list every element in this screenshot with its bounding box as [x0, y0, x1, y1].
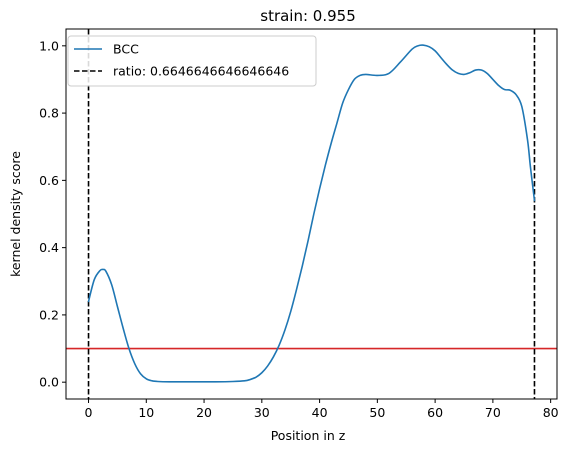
- y-tick-label: 1.0: [39, 38, 59, 53]
- x-tick-label: 0: [85, 405, 93, 420]
- x-axis-label: Position in z: [271, 428, 346, 443]
- x-tick-label: 10: [138, 405, 154, 420]
- legend-label-ratio: ratio: 0.6646646646646646: [113, 64, 289, 79]
- y-tick-label: 0.0: [39, 375, 59, 390]
- legend-label-bcc: BCC: [113, 42, 139, 57]
- series-line-bcc: [87, 44, 536, 383]
- x-tick-label: 60: [427, 405, 443, 420]
- x-tick-label: 40: [312, 405, 328, 420]
- y-tick-label: 0.4: [39, 240, 59, 255]
- legend-box: [67, 35, 317, 87]
- y-axis-label: kernel density score: [8, 151, 23, 277]
- y-axis-ticks: 0.0 0.2 0.4 0.6 0.8 1.0: [39, 38, 66, 390]
- series-lines: [87, 44, 536, 383]
- x-axis-ticks: 0 10 20 30 40 50 60 70 80: [85, 399, 559, 420]
- chart-title: strain: 0.955: [260, 7, 356, 25]
- y-tick-label: 0.6: [39, 173, 59, 188]
- boundary-lines: [87, 29, 536, 399]
- x-tick-label: 30: [254, 405, 270, 420]
- plot-area-frame: [65, 28, 558, 400]
- x-tick-label: 80: [543, 405, 559, 420]
- legend: BCC ratio: 0.6646646646646646: [67, 35, 317, 87]
- x-tick-label: 50: [369, 405, 385, 420]
- y-tick-label: 0.2: [39, 307, 59, 322]
- x-tick-label: 20: [196, 405, 212, 420]
- y-tick-label: 0.8: [39, 106, 59, 121]
- x-tick-label: 70: [485, 405, 501, 420]
